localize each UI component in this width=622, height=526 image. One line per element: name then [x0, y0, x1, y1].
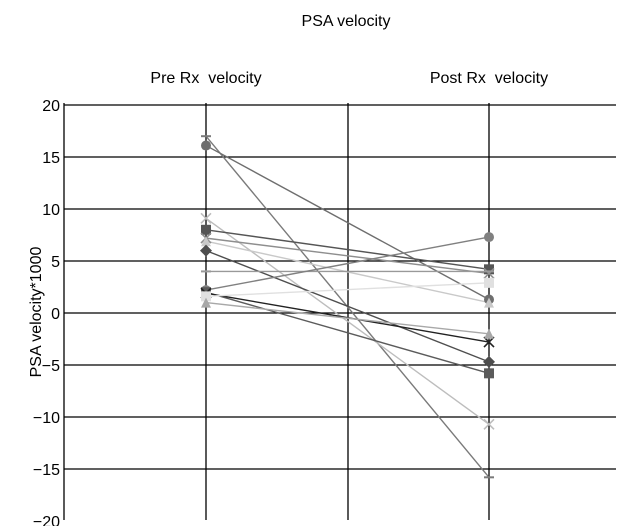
- y-tick-label: −15: [33, 462, 60, 479]
- series-marker: [484, 328, 494, 339]
- series-markers: [200, 135, 495, 479]
- series-line: [205, 236, 490, 291]
- series-line: [205, 144, 490, 301]
- series-marker: [201, 297, 211, 308]
- y-tick-label: 10: [42, 202, 60, 219]
- category-label-post-rx: Post Rx velocity: [430, 70, 548, 87]
- series-line: [205, 291, 490, 374]
- series-marker: [201, 140, 211, 151]
- series-marker: [484, 232, 494, 243]
- series-marker: [483, 418, 495, 430]
- series-marker: [201, 224, 211, 235]
- category-label-pre-rx: Pre Rx velocity: [150, 70, 261, 87]
- series-marker: [200, 212, 212, 224]
- series-marker: [484, 277, 494, 288]
- series-marker: [201, 291, 211, 302]
- series-lines: [205, 135, 490, 478]
- series-line: [205, 229, 490, 271]
- y-tick-label: −5: [42, 358, 60, 375]
- y-axis-label: PSA velocity*1000: [28, 247, 45, 378]
- series-marker: [484, 264, 494, 275]
- chart-title: PSA velocity: [302, 13, 391, 30]
- series-marker: [484, 368, 494, 379]
- y-tick-label: 20: [42, 98, 60, 115]
- series-line: [205, 282, 490, 298]
- y-tick-label: 0: [51, 306, 60, 323]
- series-line: [205, 301, 490, 335]
- series-marker: [201, 236, 211, 247]
- y-tick-label: −20: [33, 514, 60, 526]
- series-marker: [483, 355, 495, 368]
- y-tick-label: 5: [51, 254, 60, 271]
- y-tick-label: 15: [42, 150, 60, 167]
- series-line: [205, 217, 490, 425]
- series-marker: [200, 244, 212, 257]
- y-tick-labels: 20 15 10 5 0 −5 −10 −15 −20: [33, 98, 60, 526]
- y-tick-label: −10: [33, 410, 60, 427]
- series-line: [205, 237, 490, 275]
- gridlines: [63, 103, 616, 520]
- series-line: [205, 249, 490, 363]
- series-marker: [484, 297, 494, 308]
- series-marker: [483, 267, 495, 280]
